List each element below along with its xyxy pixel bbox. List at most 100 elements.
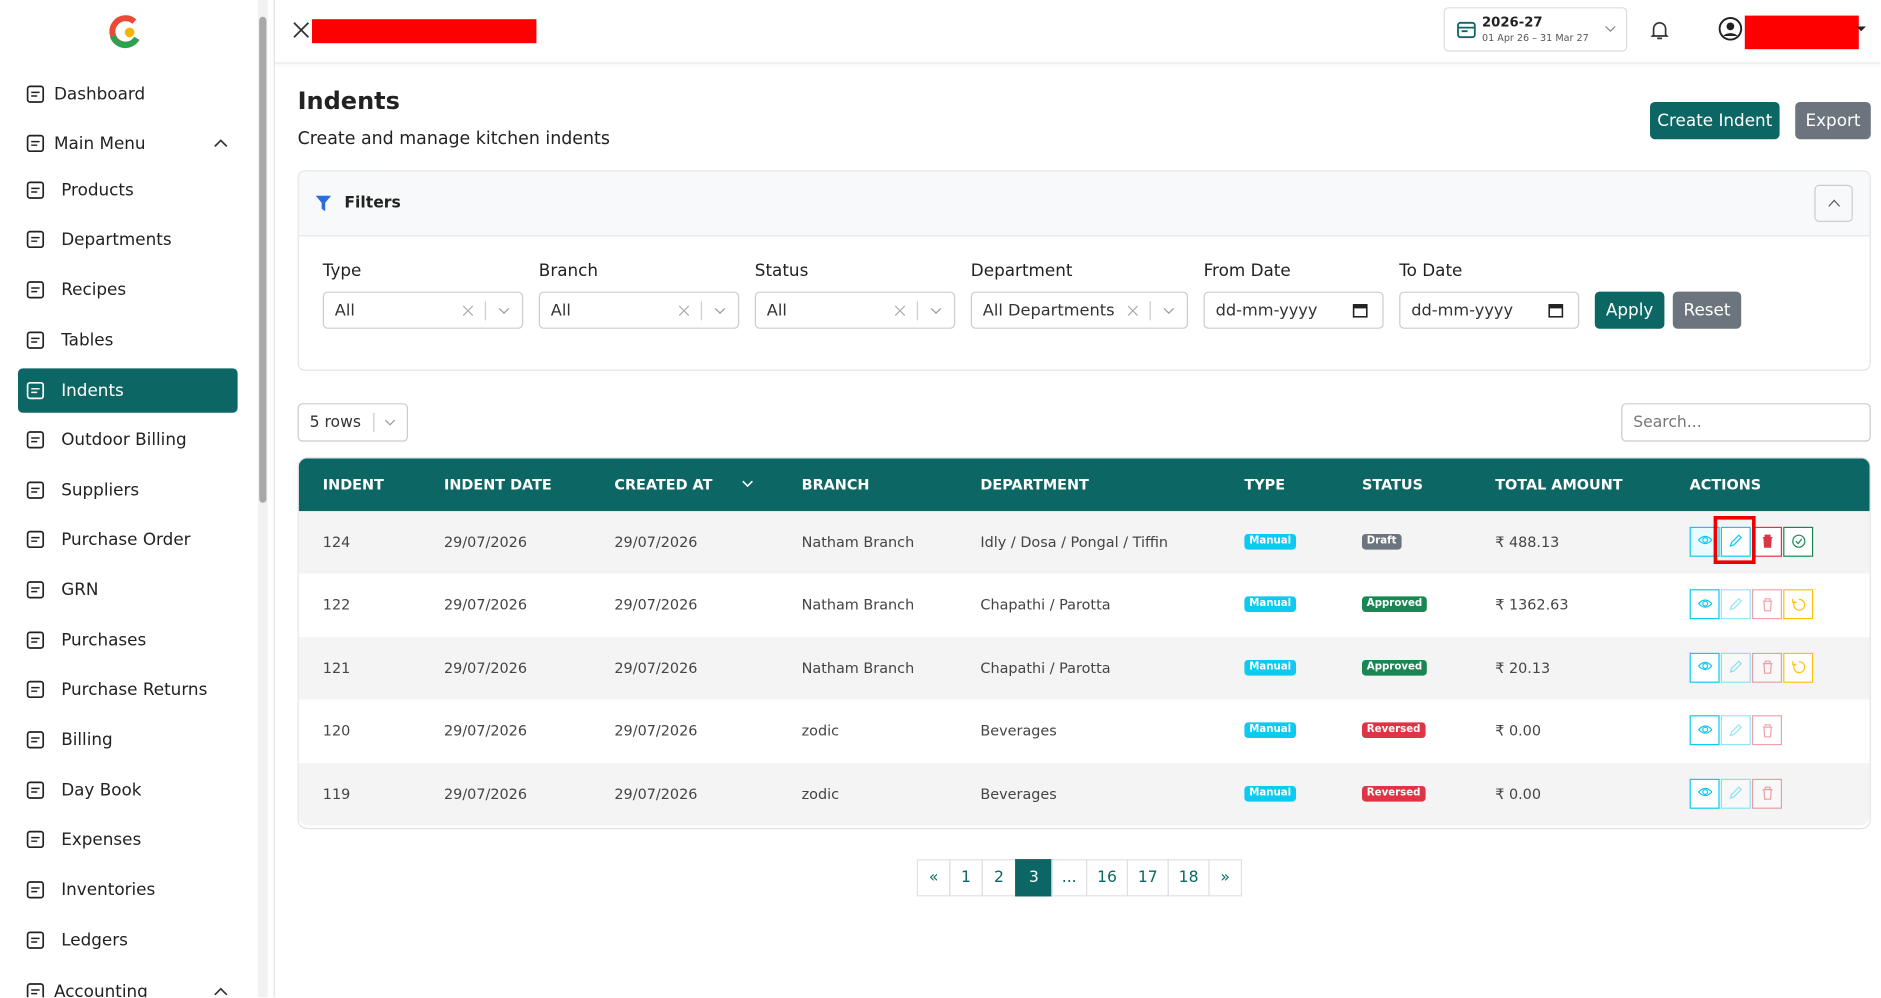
nav-item[interactable]: Products — [18, 168, 238, 212]
cell: Chapathi / Parotta — [980, 659, 1111, 677]
filter-label: To Date — [1399, 261, 1463, 281]
table-row: 120 29/07/2026 29/07/2026 zodic Beverages Man… — [298, 699, 1870, 763]
nav-section[interactable]: Main Menu — [18, 121, 238, 165]
close-icon[interactable] — [293, 22, 310, 39]
reset-button[interactable]: Reset — [1672, 291, 1742, 329]
cell: 29/07/2026 — [444, 533, 528, 551]
nav-item[interactable]: Expenses — [18, 817, 238, 861]
cell: 121 — [322, 659, 351, 677]
filter-input[interactable]: All Departments — [970, 291, 1188, 329]
bell-icon[interactable] — [1650, 19, 1669, 41]
nav-item[interactable]: Outdoor Billing — [18, 418, 238, 462]
export-button[interactable]: Export — [1795, 102, 1871, 140]
nav-item[interactable]: Inventories — [18, 868, 238, 912]
nav-item[interactable]: Ledgers — [18, 918, 238, 962]
filter-input[interactable]: dd-mm-yyyy — [1399, 291, 1580, 329]
create-button[interactable]: Create Indent — [1650, 102, 1780, 140]
sidebar: Dashboard Main Menu Products Departments Rec… — [0, 0, 275, 998]
nav-section[interactable]: Accounting — [18, 970, 238, 998]
view-button[interactable] — [1689, 715, 1720, 746]
filter-input[interactable]: All — [322, 291, 524, 329]
topbar: 2026-27 01 Apr 26 – 31 Mar 27 — [274, 0, 1881, 64]
view-button[interactable] — [1689, 589, 1720, 620]
nav-item[interactable]: Tables — [18, 318, 238, 362]
table-row: 122 29/07/2026 29/07/2026 Natham Branch Chap… — [298, 573, 1870, 637]
filter-value: All Departments — [982, 300, 1115, 320]
page-button[interactable]: » — [1208, 859, 1242, 897]
status-badge: Approved — [1362, 596, 1428, 612]
cell: Natham Branch — [801, 596, 915, 614]
status-badge: Approved — [1362, 659, 1428, 675]
nav-item[interactable]: Indents — [18, 368, 238, 413]
cell: ₹ 488.13 — [1495, 533, 1560, 551]
view-button[interactable] — [1689, 652, 1720, 683]
filter-input[interactable]: All — [538, 291, 740, 329]
nav-item[interactable]: GRN — [18, 568, 238, 612]
filters-card: Filters — [297, 170, 1871, 371]
page-button[interactable]: 1 — [949, 859, 983, 897]
edit-button[interactable] — [1720, 589, 1751, 620]
delete-button[interactable] — [1752, 589, 1783, 620]
highlight-box — [1713, 515, 1756, 564]
nav-item[interactable]: Purchases — [18, 618, 238, 662]
table-row: 119 29/07/2026 29/07/2026 zodic Beverages Man… — [298, 762, 1870, 826]
cell: Chapathi / Parotta — [980, 596, 1111, 614]
search-input[interactable]: Search... — [1621, 403, 1871, 442]
nav-item[interactable]: Day Book — [18, 768, 238, 812]
nav-label: Recipes — [61, 280, 127, 300]
filter-value: dd-mm-yyyy — [1215, 300, 1318, 320]
delete-button[interactable] — [1752, 715, 1783, 746]
cell: ₹ 1362.63 — [1495, 596, 1569, 614]
nav-label: Suppliers — [61, 480, 140, 500]
nav-label: Billing — [61, 730, 113, 750]
nav-label: Main Menu — [54, 133, 146, 153]
nav-item[interactable]: Dashboard — [18, 72, 238, 116]
filter-value: dd-mm-yyyy — [1411, 300, 1514, 320]
edit-button[interactable] — [1720, 715, 1751, 746]
edit-button[interactable] — [1720, 652, 1751, 683]
approve-button[interactable] — [1783, 526, 1814, 557]
nav-item[interactable]: Suppliers — [18, 468, 238, 512]
nav-item[interactable]: Purchase Order — [18, 517, 238, 561]
nav-item[interactable]: Billing — [18, 718, 238, 762]
apply-button[interactable]: Apply — [1594, 291, 1665, 329]
collapse-button[interactable] — [1814, 184, 1853, 223]
delete-button[interactable] — [1752, 526, 1783, 557]
page-button[interactable]: 16 — [1086, 859, 1128, 897]
logo — [109, 15, 140, 49]
page-button[interactable]: « — [916, 859, 951, 897]
rows-select[interactable]: 5 rows — [297, 403, 409, 442]
page-button[interactable]: 17 — [1126, 859, 1169, 897]
user-icon[interactable] — [1718, 17, 1743, 41]
cell: 29/07/2026 — [614, 659, 698, 677]
edit-button[interactable] — [1720, 526, 1751, 557]
page-button[interactable]: ... — [1051, 859, 1088, 897]
table — [297, 457, 1871, 830]
type-badge: Manual — [1244, 785, 1296, 802]
type-badge: Manual — [1244, 596, 1296, 612]
cell: zodic — [801, 722, 840, 740]
fy-selector[interactable]: 2026-27 01 Apr 26 – 31 Mar 27 — [1443, 7, 1628, 52]
fy-range: 01 Apr 26 – 31 Mar 27 — [1482, 32, 1589, 44]
nav-item[interactable]: Recipes — [18, 268, 238, 312]
nav-item[interactable]: Purchase Returns — [18, 667, 238, 711]
table-row: 121 29/07/2026 29/07/2026 Natham Branch Chap… — [298, 636, 1870, 700]
edit-button[interactable] — [1720, 778, 1751, 809]
delete-button[interactable] — [1752, 778, 1783, 809]
view-button[interactable] — [1689, 778, 1720, 809]
page-button[interactable]: 2 — [981, 859, 1017, 897]
nav-item[interactable]: Departments — [18, 217, 238, 261]
reverse-button[interactable] — [1783, 652, 1814, 683]
cell: ₹ 0.00 — [1495, 785, 1542, 803]
reverse-button[interactable] — [1783, 589, 1814, 620]
page-button[interactable]: 18 — [1167, 859, 1210, 897]
filter-input[interactable]: All — [754, 291, 956, 329]
nav-label: GRN — [61, 580, 99, 600]
nav-label: Purchase Returns — [61, 679, 208, 699]
page-button[interactable]: 3 — [1015, 859, 1053, 897]
filter-input[interactable]: dd-mm-yyyy — [1203, 291, 1384, 329]
cell: 29/07/2026 — [614, 785, 698, 803]
column-header: DEPARTMENT — [980, 476, 1089, 494]
delete-button[interactable] — [1752, 652, 1783, 683]
